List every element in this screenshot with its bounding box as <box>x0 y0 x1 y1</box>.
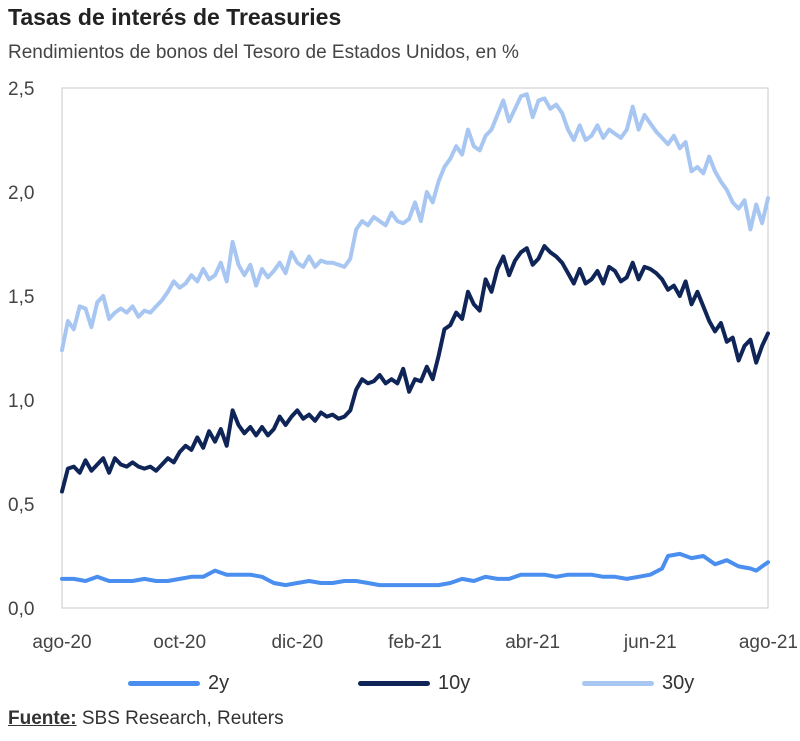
x-tick-label: feb-21 <box>388 632 442 653</box>
y-tick-label: 1,5 <box>8 287 34 308</box>
series-line-30y <box>60 92 770 353</box>
chart-subtitle: Rendimientos de bonos del Tesoro de Esta… <box>8 42 519 63</box>
line-chart: 0,0 0,5 1,0 1,5 2,0 2,5 ago-20 oct-20 dic-20 feb… <box>8 79 798 653</box>
legend-swatch-30y <box>582 681 654 686</box>
y-tick-label: 2,5 <box>8 79 34 100</box>
legend-item-30y: 30y <box>582 672 694 695</box>
chart-title: Tasas de interés de Treasuries <box>8 4 342 30</box>
x-tick-label: abr-21 <box>505 632 560 653</box>
y-tick-label: 0,0 <box>8 599 34 620</box>
x-tick-label: ago-21 <box>739 632 798 653</box>
source-note: Fuente: SBS Research, Reuters <box>8 708 284 730</box>
x-axis-labels: ago-20 oct-20 dic-20 feb-21 abr-21 jun-21 ago-… <box>32 632 798 653</box>
legend-item-10y: 10y <box>358 672 470 695</box>
series-line-2y <box>60 551 770 588</box>
x-tick-label: jun-21 <box>623 632 677 653</box>
legend-label-10y: 10y <box>438 672 471 694</box>
legend-item-2y: 2y <box>128 672 229 695</box>
x-tick-label: dic-20 <box>271 632 323 653</box>
legend-label-30y: 30y <box>662 672 695 694</box>
plot-area-frame <box>61 87 769 609</box>
source-text: SBS Research, Reuters <box>76 708 284 729</box>
x-tick-label: ago-20 <box>32 632 91 653</box>
series-lines <box>60 92 770 588</box>
legend-label-2y: 2y <box>208 672 230 694</box>
y-tick-label: 0,5 <box>8 495 34 516</box>
legend-swatch-2y <box>128 681 200 686</box>
series-line-10y <box>60 244 770 494</box>
chart-axes <box>61 87 769 609</box>
legend-swatch-10y <box>358 681 430 686</box>
source-label: Fuente: <box>8 708 77 729</box>
x-tick-label: oct-20 <box>153 632 206 653</box>
y-tick-label: 2,0 <box>8 183 34 204</box>
chart-legend: 2y 10y 30y <box>0 672 800 702</box>
y-tick-label: 1,0 <box>8 391 34 412</box>
y-axis-labels: 0,0 0,5 1,0 1,5 2,0 2,5 <box>8 79 34 620</box>
